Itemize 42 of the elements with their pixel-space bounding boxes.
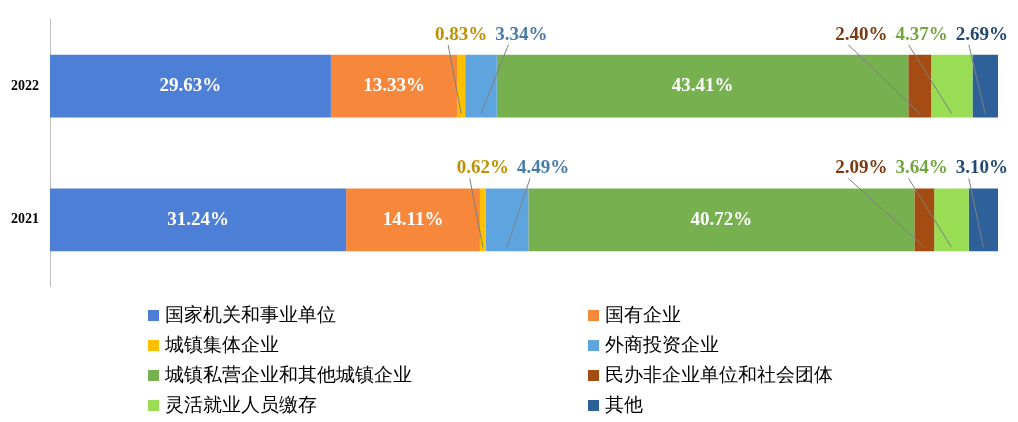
bar (465, 54, 497, 118)
bar (330, 54, 458, 118)
legend-label: 城镇私营企业和其他城镇企业 (165, 362, 412, 387)
data-label: 4.49% (516, 156, 570, 178)
bar (908, 54, 932, 118)
data-label: 3.64% (895, 156, 948, 178)
bar (50, 188, 347, 252)
data-label: 0.83% (435, 22, 488, 44)
data-label: 29.63% (159, 74, 222, 96)
bar (479, 188, 486, 252)
data-label: 4.37% (895, 22, 948, 44)
bar (496, 54, 909, 118)
bar (50, 54, 331, 118)
data-label: 2.40% (835, 22, 888, 44)
bar (914, 188, 935, 252)
bar (972, 54, 998, 118)
data-label: 3.10% (955, 156, 1008, 178)
y-tick-label: 2022 (11, 77, 39, 93)
data-label: 2.69% (955, 22, 1008, 44)
bar (457, 54, 466, 118)
bar (346, 188, 480, 252)
data-label: 13.33% (363, 74, 425, 96)
data-label: 0.62% (456, 156, 509, 178)
legend-label: 灵活就业人员缴存 (165, 392, 317, 417)
bar (931, 54, 973, 118)
bar (968, 188, 998, 252)
bar (934, 188, 969, 252)
data-label: 3.34% (495, 22, 548, 44)
data-label: 2.09% (835, 156, 888, 178)
y-tick-label: 2021 (11, 211, 39, 227)
bar (528, 188, 915, 252)
legend-label: 外商投资企业 (605, 332, 719, 357)
data-label: 31.24% (167, 207, 229, 229)
legend-label: 城镇集体企业 (165, 332, 279, 357)
data-label: 14.11% (382, 207, 444, 229)
bar (485, 188, 529, 252)
data-label: 43.41% (671, 74, 734, 96)
legend-label: 国有企业 (605, 302, 681, 327)
legend-label: 民办非企业单位和社会团体 (605, 362, 833, 387)
legend-label: 国家机关和事业单位 (165, 302, 336, 327)
data-label: 40.72% (690, 207, 753, 229)
legend-label: 其他 (605, 392, 643, 417)
